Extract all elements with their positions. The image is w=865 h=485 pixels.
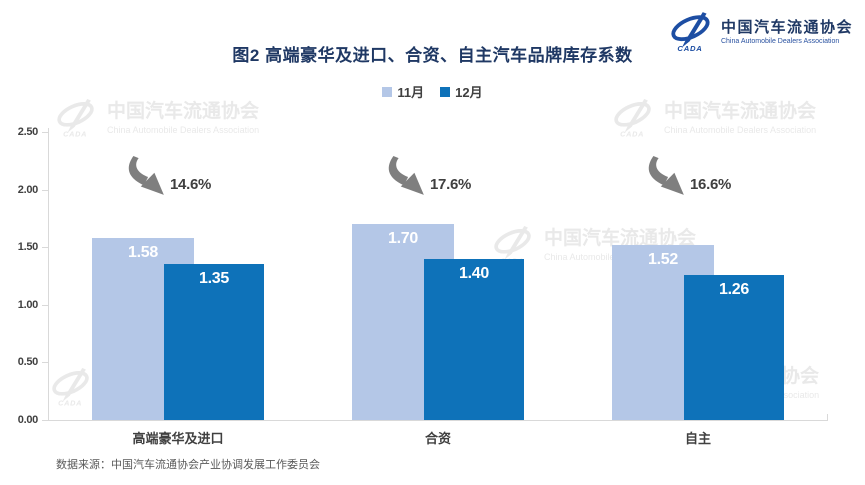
decline-arrow-icon [385, 156, 427, 203]
svg-text:CADA: CADA [58, 398, 82, 406]
chart-legend: 11月 12月 [0, 82, 865, 101]
bar-december [424, 258, 524, 420]
data-source-note: 数据来源：中国汽车流通协会产业协调发展工作委员会 [56, 459, 320, 471]
category-label: 自主 [684, 431, 711, 446]
decline-percent: 14.6% [170, 176, 212, 193]
legend-item: 11月 [382, 82, 424, 101]
svg-text:CADA: CADA [677, 44, 702, 52]
cada-logo-icon: CADA [671, 12, 710, 52]
y-tick-label: 0.50 [17, 356, 39, 369]
legend-item: 12月 [440, 82, 483, 101]
decline-arrow-icon [125, 156, 167, 203]
y-tick-mark [42, 247, 48, 249]
watermark: CADA 中国汽车流通协会 China Automobile Dealers As… [55, 99, 259, 137]
watermark-text-cn: 中国汽车流通协会 [107, 101, 260, 122]
bar-value-label: 1.70 [388, 230, 418, 248]
bar-value-label: 1.58 [128, 243, 158, 261]
logo-name-cn: 中国汽车流通协会 [720, 18, 853, 36]
category-label: 高端豪华及进口 [132, 431, 224, 446]
y-tick-label: 2.50 [17, 126, 39, 138]
y-tick-mark [42, 420, 48, 421]
category-label: 合资 [424, 431, 451, 446]
decline-arrow-icon [645, 156, 687, 203]
decline-percent: 16.6% [690, 176, 732, 193]
y-tick-label: 1.50 [17, 241, 39, 254]
bar-december [684, 274, 784, 420]
y-axis-line [48, 128, 49, 421]
y-tick-label: 1.00 [17, 298, 39, 311]
y-tick-label: 2.00 [17, 183, 39, 196]
legend-swatch [440, 86, 451, 97]
svg-text:CADA: CADA [620, 129, 644, 137]
watermark-logo-icon: CADA [57, 99, 94, 137]
watermark: CADA [50, 368, 94, 406]
watermark-logo-icon: CADA [52, 368, 89, 406]
watermark-text-en: China Automobile Dealers Association [107, 125, 260, 135]
watermark-logo-icon: CADA [614, 99, 651, 137]
y-tick-mark [42, 304, 48, 306]
legend-label: 12月 [455, 85, 483, 100]
watermark: CADA 中国汽车流通协会 China Automobile Dealers As… [612, 99, 816, 137]
watermark-text-cn: 中国汽车流通协会 [664, 101, 817, 122]
bar-value-label: 1.26 [719, 280, 749, 298]
bar-value-label: 1.35 [199, 270, 229, 288]
x-axis-end-tick [827, 414, 828, 421]
y-tick-mark [42, 189, 48, 191]
watermark-text-en: China Automobile Dealers Association [664, 125, 817, 135]
decline-percent: 17.6% [430, 176, 472, 193]
bar-value-label: 1.40 [459, 264, 489, 282]
x-axis-line [48, 420, 828, 421]
cada-logo: CADA 中国汽车流通协会 China Automobile Dealers A… [669, 12, 853, 52]
svg-text:CADA: CADA [63, 129, 87, 137]
cada-logo-text: 中国汽车流通协会 China Automobile Dealers Associ… [721, 19, 853, 46]
bar-value-label: 1.52 [648, 250, 678, 268]
chart-title: 图2 高端豪华及进口、合资、自主汽车品牌库存系数 [232, 46, 633, 65]
y-tick-label: 0.00 [17, 414, 39, 426]
legend-swatch [382, 86, 393, 97]
bar-december [164, 264, 264, 420]
legend-label: 11月 [397, 85, 425, 100]
y-tick-mark [42, 132, 48, 133]
logo-name-en: China Automobile Dealers Association [720, 37, 840, 45]
y-tick-mark [42, 362, 48, 364]
